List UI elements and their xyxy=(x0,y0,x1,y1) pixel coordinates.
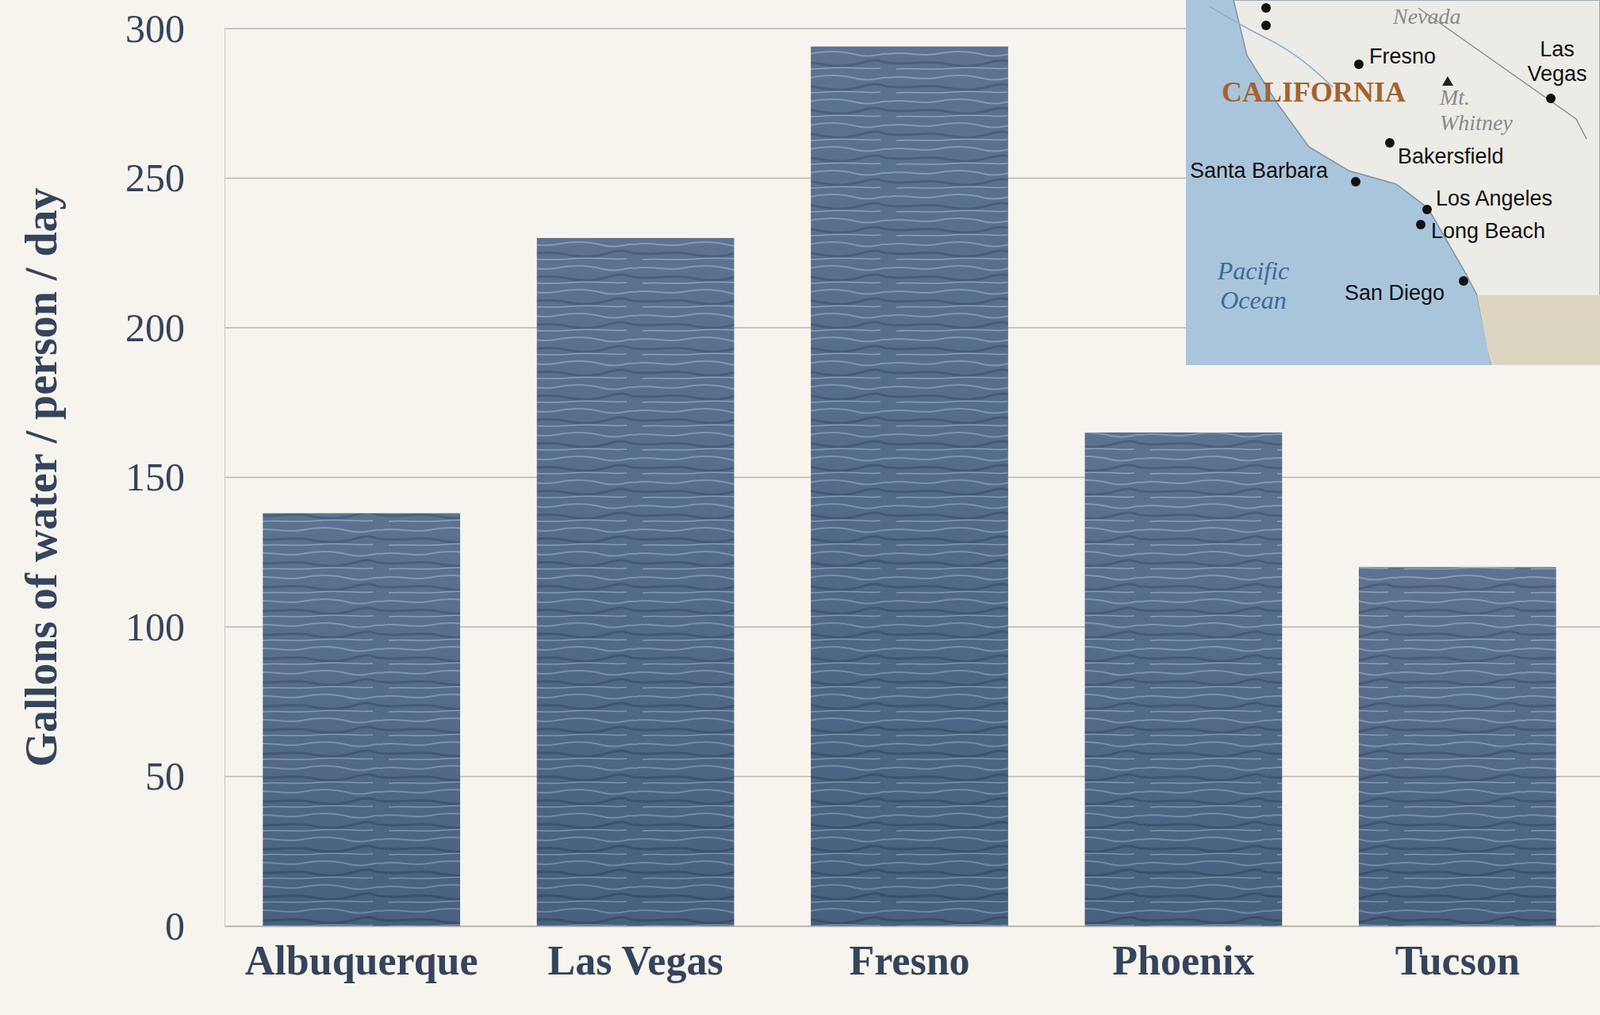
map-label: San Diego xyxy=(1344,280,1445,305)
map-mexico xyxy=(1477,295,1600,365)
map-label: Santa Barbara xyxy=(1189,158,1329,183)
x-tick: Albuquerque xyxy=(245,925,479,983)
y-tick: 0 xyxy=(164,903,225,948)
bar xyxy=(1085,432,1283,926)
background xyxy=(0,0,1600,1015)
map-city-dot xyxy=(1415,219,1426,230)
chart: 0 50 100 150 200 250 300 Albuquerque Las Vegas Fr… xyxy=(0,0,1600,1015)
x-axis-line xyxy=(225,925,1596,928)
x-tick-label: Fresno xyxy=(848,937,970,983)
y-tick: 300 xyxy=(125,6,225,51)
map-city-dot xyxy=(1546,93,1556,104)
y-tick: 200 xyxy=(125,305,225,350)
map-city-dot xyxy=(1422,204,1432,215)
y-axis-line xyxy=(224,29,226,927)
y-axis-title: Gallons of water / person / day xyxy=(16,187,66,767)
y-tick-label: 150 xyxy=(125,454,185,499)
map-ocean xyxy=(1185,0,1600,365)
y-tick-label: 50 xyxy=(145,753,185,799)
x-tick: Phoenix xyxy=(1112,925,1255,983)
y-axis: 0 50 100 150 200 250 300 xyxy=(125,6,226,948)
y-tick-label: 250 xyxy=(125,155,185,200)
map-city-dot xyxy=(1261,3,1271,13)
bar xyxy=(537,237,735,926)
y-tick-label: 200 xyxy=(125,305,185,350)
bar-shade xyxy=(537,237,735,926)
y-tick: 50 xyxy=(145,753,225,799)
map-river xyxy=(1209,6,1333,88)
map-label: Mt.Whitney xyxy=(1438,84,1513,135)
map-city-dot xyxy=(1354,59,1364,70)
map-label: LasVegas xyxy=(1527,37,1587,86)
y-tick-label: 100 xyxy=(125,604,185,649)
map-city-dot xyxy=(1350,176,1361,187)
bar-shade xyxy=(262,513,461,926)
map-label: PacificOcean xyxy=(1216,256,1290,315)
x-tick: Fresno xyxy=(848,925,970,983)
map-label: Los Angeles xyxy=(1435,186,1553,211)
map-label: Bakersfield xyxy=(1397,144,1505,169)
map-body xyxy=(1185,0,1600,365)
y-tick: 250 xyxy=(125,155,225,200)
map-label: Long Beach xyxy=(1431,218,1546,243)
map-inset: Nevada Fresno LasVegas CALIFORNIA Mt.Whitney… xyxy=(1185,0,1600,365)
x-tick-label: Las Vegas xyxy=(548,937,724,983)
x-tick-label: Albuquerque xyxy=(245,937,479,983)
bar-shade xyxy=(1085,432,1283,926)
map-city-dot xyxy=(1458,276,1469,286)
bar-shade xyxy=(810,46,1009,926)
map-label: Nevada xyxy=(1392,3,1462,29)
y-tick: 100 xyxy=(125,604,225,649)
bar-shade xyxy=(1358,567,1557,926)
x-tick-label: Tucson xyxy=(1395,937,1520,983)
y-tick-label: 0 xyxy=(164,903,185,948)
map-label: CALIFORNIA xyxy=(1221,76,1406,108)
x-tick: Tucson xyxy=(1395,925,1520,983)
map-land xyxy=(1233,0,1600,365)
bar xyxy=(810,46,1009,926)
x-tick: Las Vegas xyxy=(548,925,724,983)
x-tick-label: Phoenix xyxy=(1112,937,1255,983)
map-city-dot xyxy=(1385,138,1395,148)
map-city-dot xyxy=(1261,20,1271,31)
x-axis: Albuquerque Las Vegas Fresno Phoenix Tucson xyxy=(225,925,1596,983)
bar xyxy=(262,513,461,926)
y-tick: 150 xyxy=(125,454,225,499)
map-label: Fresno xyxy=(1369,44,1436,69)
y-tick-label: 300 xyxy=(125,6,185,51)
bar xyxy=(1358,567,1557,926)
